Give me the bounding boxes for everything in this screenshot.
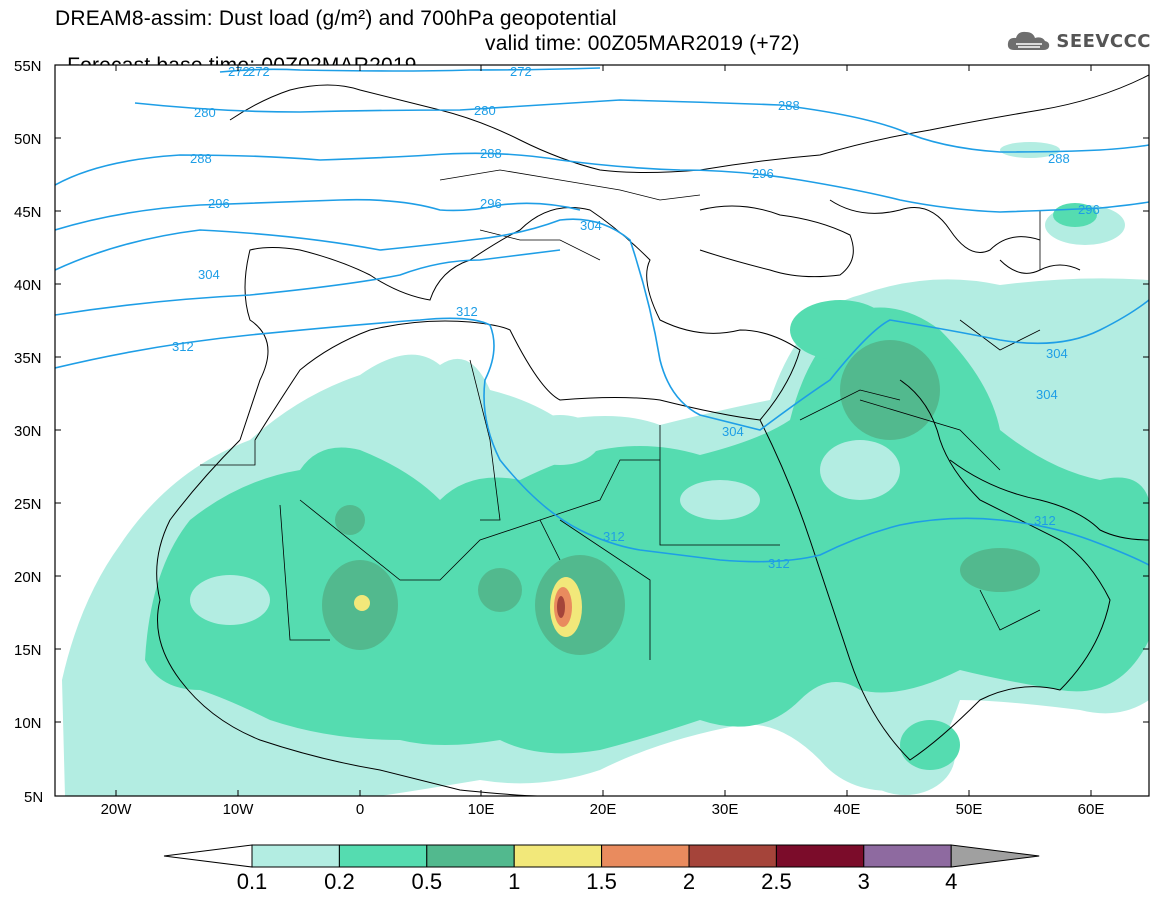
contour-label: 272 [510,64,532,79]
coastlines [156,74,1149,796]
contour-label: 312 [1034,513,1056,528]
lat-label: 5N [24,789,43,806]
colorbar-min-arrow [163,844,253,868]
cloud-logo-icon [1008,31,1050,50]
lat-label: 15N [14,642,42,659]
dust-level-2 [557,596,565,618]
axis-ticks [55,64,1149,797]
contour-label: 272 [228,64,250,79]
contour-label: 296 [752,166,774,181]
contour-label: 280 [194,105,216,120]
lat-label: 30N [14,423,42,440]
colorbar-swatch [601,844,690,868]
latitude-labels: 55N 50N 45N 40N 35N 30N 25N 20N 15N 10N … [14,58,43,806]
contour-label: 296 [208,196,230,211]
colorbar-swatch [688,844,777,868]
longitude-labels: 20W 10W 0 10E 20E 30E 40E 50E 60E [101,801,1105,818]
colorbar-tick-label: 3 [858,869,870,894]
map-title: DREAM8-assim: Dust load (g/m²) and 700hP… [55,7,617,30]
lat-label: 35N [14,350,42,367]
valid-time: valid time: 00Z05MAR2019 (+72) [485,32,800,55]
seevccc-logo: SEEVCCC [1006,28,1151,54]
contour-label: 312 [603,529,625,544]
colorbar-tick-label: 0.2 [324,869,355,894]
lat-label: 50N [14,131,42,148]
colorbar-tick-label: 2.5 [761,869,792,894]
lat-label: 45N [14,204,42,221]
colorbar-tick-label: 2 [683,869,695,894]
colorbar-max-arrow [950,844,1040,868]
contour-label: 296 [480,196,502,211]
colorbar-swatch [426,844,515,868]
dust-gap-areas [190,415,900,625]
contour-label: 304 [580,218,602,233]
colorbar-tick-label: 4 [945,869,957,894]
contour-label: 288 [480,146,502,161]
lat-label: 20N [14,569,42,586]
contour-label: 288 [778,98,800,113]
colorbar-tick-label: 1.5 [586,869,617,894]
colorbar-swatch [775,844,865,868]
contour-label: 288 [190,151,212,166]
lon-label: 0 [356,801,364,818]
colorbar-swatch [251,844,340,868]
logo-text: SEEVCCC [1056,30,1151,52]
contour-label: 280 [474,103,496,118]
lon-label: 30E [712,801,739,818]
lon-label: 10W [223,801,255,818]
lat-label: 55N [14,58,42,75]
lon-label: 20E [590,801,617,818]
geopotential-contours [55,67,1149,566]
contour-label: 272 [248,64,270,79]
colorbar-swatch [338,844,428,868]
colorbar-tick-label: 1 [508,869,520,894]
contour-label: 304 [1036,387,1058,402]
lat-label: 40N [14,277,42,294]
colorbar-tick-label: 0.1 [237,869,268,894]
contour-labels: 272 272 272 280 280 288 288 288 288 296 … [172,64,1100,571]
lat-label: 25N [14,496,42,513]
country-borders [200,169,1041,660]
lon-label: 20W [101,801,133,818]
lon-label: 10E [468,801,495,818]
contour-label: 288 [1048,151,1070,166]
colorbar-swatch [513,844,603,868]
colorbar-swatch [863,844,952,868]
colorbar: 0.1 0.2 0.5 1 1.5 2 2.5 3 4 [163,844,1040,894]
contour-label: 312 [768,556,790,571]
contour-label: 312 [456,304,478,319]
contour-label: 304 [1046,346,1068,361]
lon-label: 40E [834,801,861,818]
colorbar-tick-label: 0.5 [412,869,443,894]
lon-label: 60E [1078,801,1105,818]
lat-label: 10N [14,715,42,732]
contour-label: 296 [1078,202,1100,217]
contour-label: 304 [198,267,220,282]
lon-label: 50E [956,801,983,818]
contour-label: 304 [722,424,744,439]
contour-label: 312 [172,339,194,354]
